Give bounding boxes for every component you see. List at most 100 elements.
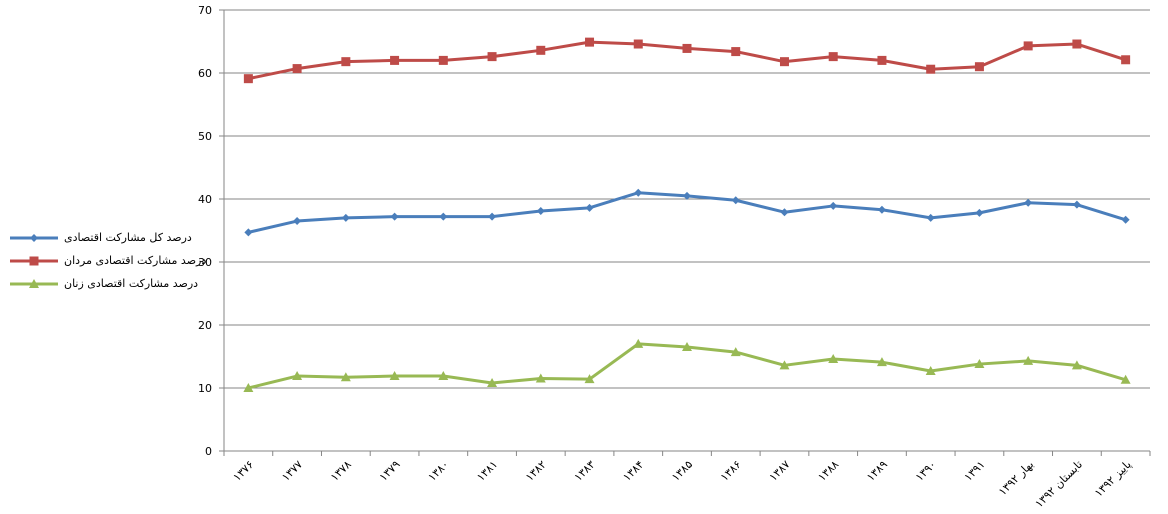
data-point — [535, 373, 546, 383]
data-point — [1024, 198, 1033, 207]
data-point — [779, 360, 790, 370]
data-point — [829, 201, 838, 210]
data-point — [536, 45, 546, 55]
data-point — [243, 74, 253, 84]
data-point — [244, 228, 253, 237]
data-point — [30, 233, 38, 242]
x-tick-label: ۱۳۸۳ — [572, 458, 598, 484]
data-point — [634, 188, 643, 197]
data-point — [731, 196, 740, 205]
data-point — [926, 64, 936, 74]
data-point — [974, 62, 984, 72]
legend-label-men: درصد مشارکت اقتصادی مردان — [64, 254, 207, 267]
data-point — [1120, 374, 1131, 384]
data-point — [585, 37, 595, 47]
y-tick-label: 50 — [198, 130, 212, 143]
data-point — [340, 372, 351, 382]
data-point — [389, 371, 400, 381]
data-point — [585, 203, 594, 212]
data-point — [1071, 360, 1082, 370]
data-point — [1023, 41, 1033, 51]
x-tick-label: ۱۳۸۵ — [669, 458, 695, 484]
x-tick-label: ۱۳۸۱ — [474, 458, 500, 484]
x-tick-label: ۱۳۸۴ — [620, 458, 646, 484]
y-tick-label: 60 — [198, 67, 212, 80]
data-point — [683, 191, 691, 200]
x-tick-label: ۱۳۸۷ — [767, 458, 793, 484]
data-point — [29, 278, 39, 288]
x-tick-label: بهار ۱۳۹۲ — [996, 458, 1036, 498]
legend-swatch-total — [10, 233, 58, 242]
data-point — [1121, 215, 1130, 224]
data-point — [341, 57, 351, 67]
grid-lines — [224, 9, 1150, 389]
series-2 — [243, 338, 1131, 392]
legend-label-total: درصد کل مشارکت اقتصادی — [64, 231, 192, 244]
data-point — [29, 256, 39, 265]
data-point — [293, 217, 302, 226]
data-point — [488, 212, 497, 221]
data-point — [341, 213, 350, 222]
y-tick-label: 30 — [198, 256, 212, 269]
x-tick-label: ۱۳۸۰ — [426, 458, 452, 484]
data-point — [633, 39, 643, 49]
x-tick-label: ۱۳۷۷ — [279, 458, 305, 484]
legend-label-women: درصد مشارکت اقتصادی زنان — [64, 277, 199, 290]
x-tick-label: ۱۳۸۹ — [864, 458, 890, 484]
x-tick-label: پاییز ۱۳۹۲ — [1092, 458, 1134, 500]
x-tick-label: ۱۳۸۶ — [718, 458, 744, 484]
data-point — [292, 64, 302, 74]
data-point — [925, 365, 936, 375]
data-point — [828, 52, 838, 62]
x-tick-label: ۱۳۹۰ — [913, 458, 939, 484]
data-point — [828, 354, 839, 364]
data-point — [438, 371, 449, 381]
legend-item-women: درصد مشارکت اقتصادی زنان — [4, 272, 198, 295]
data-point — [390, 55, 400, 65]
data-point — [1072, 200, 1081, 209]
data-point — [731, 47, 741, 57]
data-point — [779, 57, 789, 67]
data-point — [1072, 39, 1082, 49]
series-1 — [243, 37, 1131, 84]
series-0 — [244, 188, 1130, 237]
data-point — [633, 338, 644, 348]
x-tick-labels: ۱۳۷۶ ۱۳۷۷ ۱۳۷۸ ۱۳۷۹ ۱۳۸۰ ۱۳۸۱ ۱۳۸۲ ۱۳۸۳ ۱۳۸۴ ۱۳۸۵… — [231, 458, 1134, 511]
x-tick-label: ۱۳۷۸ — [328, 458, 354, 484]
data-point — [876, 357, 887, 367]
x-tick-label: ۱۳۷۶ — [231, 458, 257, 484]
y-tick-label: 10 — [198, 382, 212, 395]
data-point — [730, 347, 741, 357]
legend: درصد کل مشارکت اقتصادی درصد مشارکت اقتصا… — [4, 226, 206, 295]
data-point — [536, 206, 545, 215]
data-point — [390, 212, 399, 221]
data-point — [974, 359, 985, 369]
legend-swatch-women — [10, 278, 58, 288]
data-point — [1121, 55, 1131, 65]
data-point — [682, 342, 692, 352]
data-point — [682, 43, 692, 53]
y-tick-label: 20 — [198, 319, 212, 332]
x-tick-label: ۱۳۷۹ — [377, 458, 403, 484]
data-point — [975, 208, 984, 217]
data-point — [487, 52, 497, 62]
data-point — [584, 374, 595, 384]
data-point — [877, 205, 886, 214]
data-point — [438, 55, 448, 65]
x-tick-label: ۱۳۸۸ — [815, 458, 841, 484]
data-point — [292, 371, 303, 381]
y-tick-label: 40 — [198, 193, 212, 206]
data-point — [1023, 355, 1034, 365]
legend-item-total: درصد کل مشارکت اقتصادی — [4, 226, 194, 249]
y-tick-labels: 0 10 20 30 40 50 60 70 — [198, 4, 212, 458]
data-point — [780, 208, 789, 217]
legend-swatch-men — [10, 256, 58, 265]
data-point — [877, 55, 887, 65]
y-tick-label: 70 — [198, 4, 212, 17]
legend-item-men: درصد مشارکت اقتصادی مردان — [4, 249, 206, 272]
x-tick-label: ۱۳۸۲ — [523, 458, 549, 484]
x-tick-label: تابستان ۱۳۹۲ — [1033, 458, 1085, 510]
data-point — [439, 212, 448, 221]
data-point — [243, 383, 254, 392]
